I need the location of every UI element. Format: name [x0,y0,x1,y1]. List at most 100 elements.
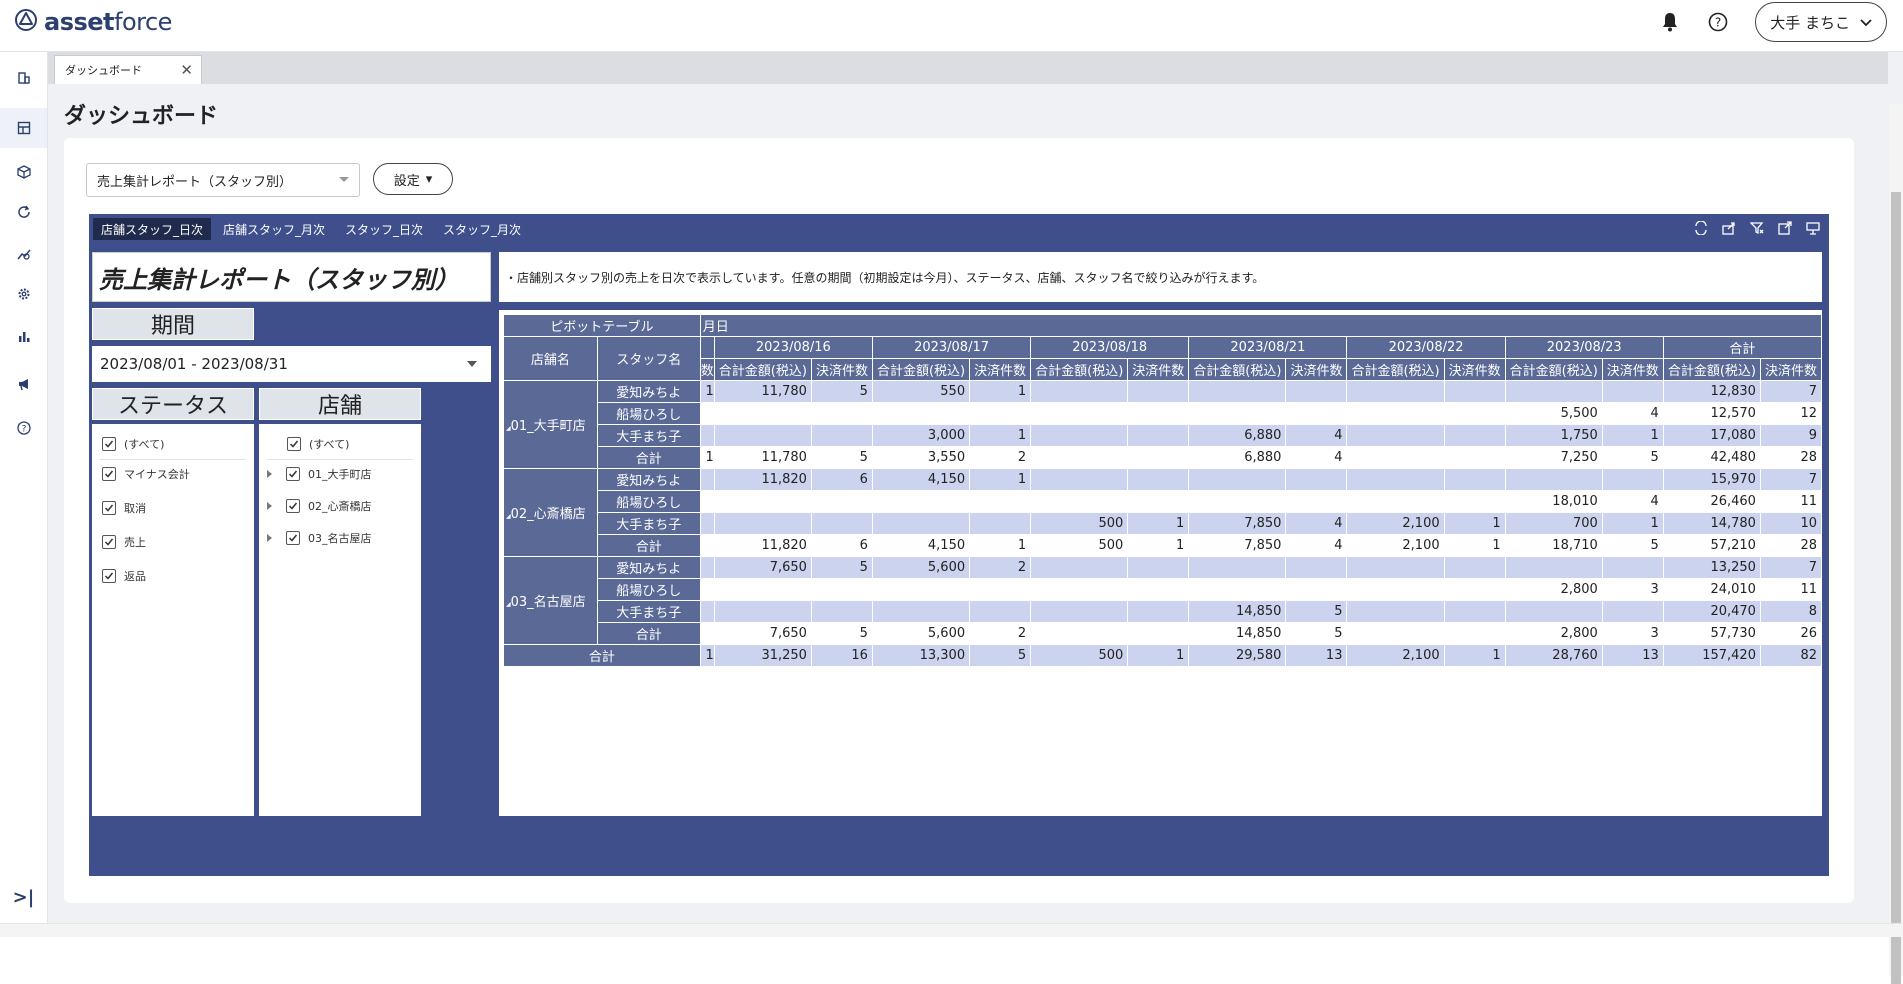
refresh-icon[interactable] [0,192,47,232]
pivot-date-header: 月日 [700,315,1821,337]
amount-cell: 18,710 [1505,535,1602,557]
store-item-all[interactable]: (すべて) [287,436,349,452]
count-cell: 7 [1760,469,1821,491]
share-icon[interactable] [1721,220,1737,236]
status-item-sales[interactable]: 売上 [102,534,146,550]
amount-cell [714,491,811,513]
amount-cell: 17,080 [1663,425,1760,447]
status-item-all[interactable]: (すべて) [102,436,164,452]
status-item-return[interactable]: 返品 [102,568,146,584]
expand-arrow-icon[interactable] [267,502,272,510]
count-cell [970,601,1031,623]
user-menu-button[interactable]: 大手 まちこ [1755,2,1887,42]
expand-arrow-icon[interactable] [267,470,272,478]
checkbox-checked-icon[interactable] [286,499,300,513]
amount-cell: 2,800 [1505,623,1602,645]
dashboard-icon[interactable] [0,108,47,148]
horizontal-scrollbar[interactable] [0,923,1903,937]
count-header: 決済件数 [1444,359,1505,381]
close-icon[interactable]: ✕ [180,61,193,79]
store-name-cell[interactable]: ◢01_大手町店 [504,381,598,469]
revert-icon[interactable] [1693,220,1709,236]
amount-cell [714,425,811,447]
bell-icon[interactable] [1659,11,1681,33]
count-cell: 1 [1602,513,1663,535]
cut-cell [700,491,714,513]
count-cell: 82 [1760,645,1821,667]
count-cell: 16 [811,645,872,667]
count-header: 決済件数 [1602,359,1663,381]
store-item-otemachi[interactable]: 01_大手町店 [267,466,372,482]
count-cell: 4 [1286,535,1347,557]
report-select[interactable]: 売上集計レポート（スタッフ別） [86,163,360,197]
top-bar: assetforce ? 大手 まちこ [0,0,1903,52]
clear-filter-icon[interactable] [1749,220,1765,236]
cut-cell [700,403,714,425]
period-range-select[interactable]: 2023/08/01 - 2023/08/31 [92,346,491,382]
count-cell: 5 [811,381,872,403]
store-name: 02_心斎橋店 [511,507,586,522]
checkbox-checked-icon[interactable] [102,467,116,481]
checkbox-checked-icon[interactable] [287,437,301,451]
amount-cell [1347,403,1444,425]
status-item-cancel[interactable]: 取消 [102,500,146,516]
box-icon[interactable] [0,152,47,192]
store-item-shinsaibashi[interactable]: 02_心斎橋店 [267,498,372,514]
count-header: 決済件数 [970,359,1031,381]
fullscreen-icon[interactable] [1777,220,1793,236]
store-name-cell[interactable]: ◢02_心斎橋店 [504,469,598,557]
amount-cell [872,579,969,601]
building-icon[interactable] [0,58,47,98]
expand-nav-icon[interactable]: >| [0,872,47,922]
checkbox-checked-icon[interactable] [102,569,116,583]
count-cell [970,403,1031,425]
tab-staff-monthly[interactable]: スタッフ_月次 [435,218,529,240]
tab-strip: ダッシュボード ✕ [48,52,1888,84]
count-cell [1128,425,1189,447]
cut-cell: 1 [700,381,714,403]
expand-arrow-icon[interactable] [267,534,272,542]
scroll-thumb[interactable] [1891,192,1901,984]
checkbox-checked-icon[interactable] [286,531,300,545]
status-item-label: (すべて) [124,436,164,452]
tab-dashboard[interactable]: ダッシュボード ✕ [54,55,202,84]
count-cell: 1 [1128,513,1189,535]
gear-icon[interactable] [0,274,47,314]
checkbox-checked-icon[interactable] [102,437,116,451]
caret-down-icon [339,177,349,182]
checkbox-checked-icon[interactable] [102,501,116,515]
checkbox-checked-icon[interactable] [102,535,116,549]
settings-button[interactable]: 設定 ▾ [373,163,453,195]
logo[interactable]: assetforce [14,8,172,36]
cut-cell: 1 [700,645,714,667]
count-cell [1602,557,1663,579]
amount-cell: 18,010 [1505,491,1602,513]
logo-text-bold: asset [44,8,114,36]
count-cell: 9 [1760,425,1821,447]
bar-chart-icon[interactable] [0,316,47,356]
vertical-scrollbar[interactable] [1889,104,1903,976]
status-item-label: 取消 [124,500,146,516]
report-description: ・店舗別スタッフ別の売上を日次で表示しています。任意の期間（初期設定は今月）、ス… [499,252,1822,302]
store-item-nagoya[interactable]: 03_名古屋店 [267,530,372,546]
store-name-cell[interactable]: ◢03_名古屋店 [504,557,598,645]
megaphone-icon[interactable] [0,364,47,404]
count-cell [811,403,872,425]
count-cell: 5 [1286,601,1347,623]
amount-cell: 3,000 [872,425,969,447]
pivot-title: ピボットテーブル [504,315,701,337]
left-nav: ? >| [0,52,48,937]
count-cell [1444,623,1505,645]
checkbox-checked-icon[interactable] [286,467,300,481]
amount-cell [1031,579,1128,601]
tab-store-staff-monthly[interactable]: 店舗スタッフ_月次 [215,218,333,240]
presentation-icon[interactable] [1805,220,1821,236]
status-item-minus[interactable]: マイナス会計 [102,466,190,482]
tab-staff-daily[interactable]: スタッフ_日次 [337,218,431,240]
help-icon[interactable]: ? [1707,11,1729,33]
count-cell: 2 [970,447,1031,469]
chart-line-icon[interactable] [0,234,47,274]
count-cell [1602,469,1663,491]
tab-store-staff-daily[interactable]: 店舗スタッフ_日次 [93,218,211,240]
help-circle-icon[interactable]: ? [0,408,47,448]
